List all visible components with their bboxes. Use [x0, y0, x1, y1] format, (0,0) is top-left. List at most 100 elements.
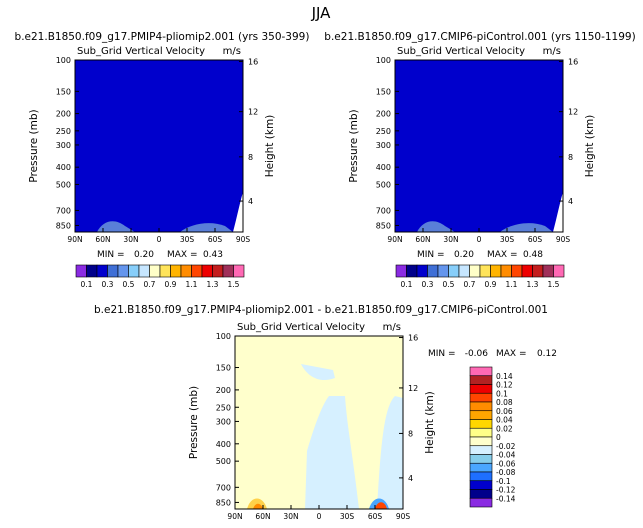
y-tick-label: 150 [376, 87, 391, 96]
positive-core-60n [253, 503, 263, 509]
polar-white-wedge [553, 192, 563, 232]
y-tick-label: 300 [376, 141, 391, 150]
positive-core-60s [375, 502, 387, 509]
colorbar-label: 0.14 [496, 372, 513, 381]
x-tick-label: 0 [317, 512, 322, 521]
colorbar-box [469, 375, 493, 385]
max-label: MAX = [487, 250, 518, 260]
colorbar-label: 0.5 [443, 280, 455, 289]
y-axis-title: Pressure (mb) [348, 109, 360, 182]
y-tick-label: 100 [56, 56, 71, 65]
colorbar-box [437, 264, 449, 278]
chart-panel-1: b.e21.B1850.f09_g17.PMIP4-pliomip2.001 (… [15, 31, 310, 289]
min-value: 0.20 [134, 250, 154, 260]
colorbar-box [406, 264, 418, 278]
chart-units: m/s [543, 46, 561, 57]
x-tick-label: 30S [500, 235, 515, 244]
chart-units: m/s [223, 46, 241, 57]
x-tick-label: 30S [340, 512, 355, 521]
colorbar-box [469, 410, 493, 420]
y2-tick-label: 4 [568, 197, 573, 206]
x-tick-label: 60N [95, 235, 110, 244]
polar-white-wedge [233, 192, 243, 232]
colorbar-label: -0.08 [496, 468, 516, 477]
colorbar-box [212, 264, 224, 278]
x-tick-label: 90N [67, 235, 82, 244]
y2-tick-label: 4 [248, 197, 253, 206]
y-axis-title: Pressure (mb) [188, 386, 200, 459]
colorbar-box [500, 264, 512, 278]
negative-patch-upper [301, 364, 335, 381]
colorbar-label: -0.14 [496, 494, 516, 503]
y2-axis-title: Height (km) [264, 115, 276, 178]
y2-tick-label: 12 [408, 384, 418, 393]
y-tick-label: 300 [216, 417, 231, 426]
colorbar-box [469, 480, 493, 490]
chart-subtitle: Sub_Grid Vertical Velocity [77, 46, 205, 57]
colorbar-box [490, 264, 502, 278]
near-surface-patch-60s [180, 223, 233, 232]
colorbar-box [469, 401, 493, 412]
colorbar-label: -0.06 [496, 459, 516, 468]
y-tick-label: 200 [56, 110, 71, 119]
y-tick-label: 300 [56, 141, 71, 150]
y-tick-label: 850 [216, 498, 231, 507]
near-surface-patch-60n [97, 221, 135, 232]
y2-tick-label: 4 [408, 474, 413, 483]
colorbar-label: 0.9 [165, 280, 177, 289]
chart-subtitle: Sub_Grid Vertical Velocity [397, 46, 525, 57]
y-tick-label: 250 [376, 127, 391, 136]
colorbar-label: 1.5 [228, 280, 240, 289]
y2-axis-title: Height (km) [424, 391, 436, 454]
colorbar-label: 0.7 [144, 280, 156, 289]
colorbar-label: 0.1 [496, 389, 508, 398]
colorbar-box [448, 264, 460, 278]
y-tick-label: 400 [376, 163, 391, 172]
colorbar-box [469, 392, 493, 403]
colorbar-box [469, 436, 493, 447]
colorbar-box [191, 264, 203, 278]
x-tick-label: 30S [180, 235, 195, 244]
y-tick-label: 500 [56, 180, 71, 189]
colorbar-box [469, 427, 493, 438]
page-title: JJA [311, 4, 332, 22]
chart-title: b.e21.B1850.f09_g17.CMIP6-piControl.001 … [324, 31, 635, 43]
colorbar-label: 1.1 [186, 280, 198, 289]
field-background [75, 60, 243, 232]
colorbar-label: 0.04 [496, 416, 513, 425]
y2-tick-label: 16 [408, 334, 418, 343]
max-label: MAX = [167, 250, 198, 260]
colorbar-label: -0.02 [496, 442, 516, 451]
min-label: MIN = [428, 349, 456, 359]
near-surface-patch-60n [417, 221, 455, 232]
max-label: MAX = [496, 349, 527, 359]
negative-plume-south [377, 396, 403, 509]
y-tick-label: 250 [216, 403, 231, 412]
colorbar-box [469, 419, 493, 429]
x-tick-label: 90N [387, 235, 402, 244]
colorbar-box [149, 264, 161, 278]
colorbar-box [469, 445, 493, 455]
colorbar-label: 0.1 [81, 280, 93, 289]
y2-tick-label: 12 [568, 108, 578, 117]
y-tick-label: 700 [376, 206, 391, 215]
y2-tick-label: 12 [248, 108, 258, 117]
colorbar-box [107, 264, 119, 278]
colorbar-box [469, 489, 493, 499]
x-tick-label: 0 [157, 235, 162, 244]
chart-units: m/s [383, 322, 401, 333]
colorbar-label: -0.1 [496, 477, 511, 486]
x-tick-label: 30N [123, 235, 138, 244]
min-label: MIN = [97, 250, 125, 260]
colorbar-label: 0.7 [464, 280, 476, 289]
colorbar-box [511, 264, 523, 278]
chart-title: b.e21.B1850.f09_g17.PMIP4-pliomip2.001 -… [94, 304, 548, 316]
y-tick-label: 500 [376, 180, 391, 189]
colorbar-box [542, 264, 554, 278]
colorbar-label: 0.3 [102, 280, 114, 289]
colorbar-box [469, 366, 493, 377]
y-tick-label: 150 [56, 87, 71, 96]
colorbar-box [416, 264, 428, 278]
colorbar-label: 0 [496, 433, 501, 442]
colorbar-box [469, 454, 493, 464]
